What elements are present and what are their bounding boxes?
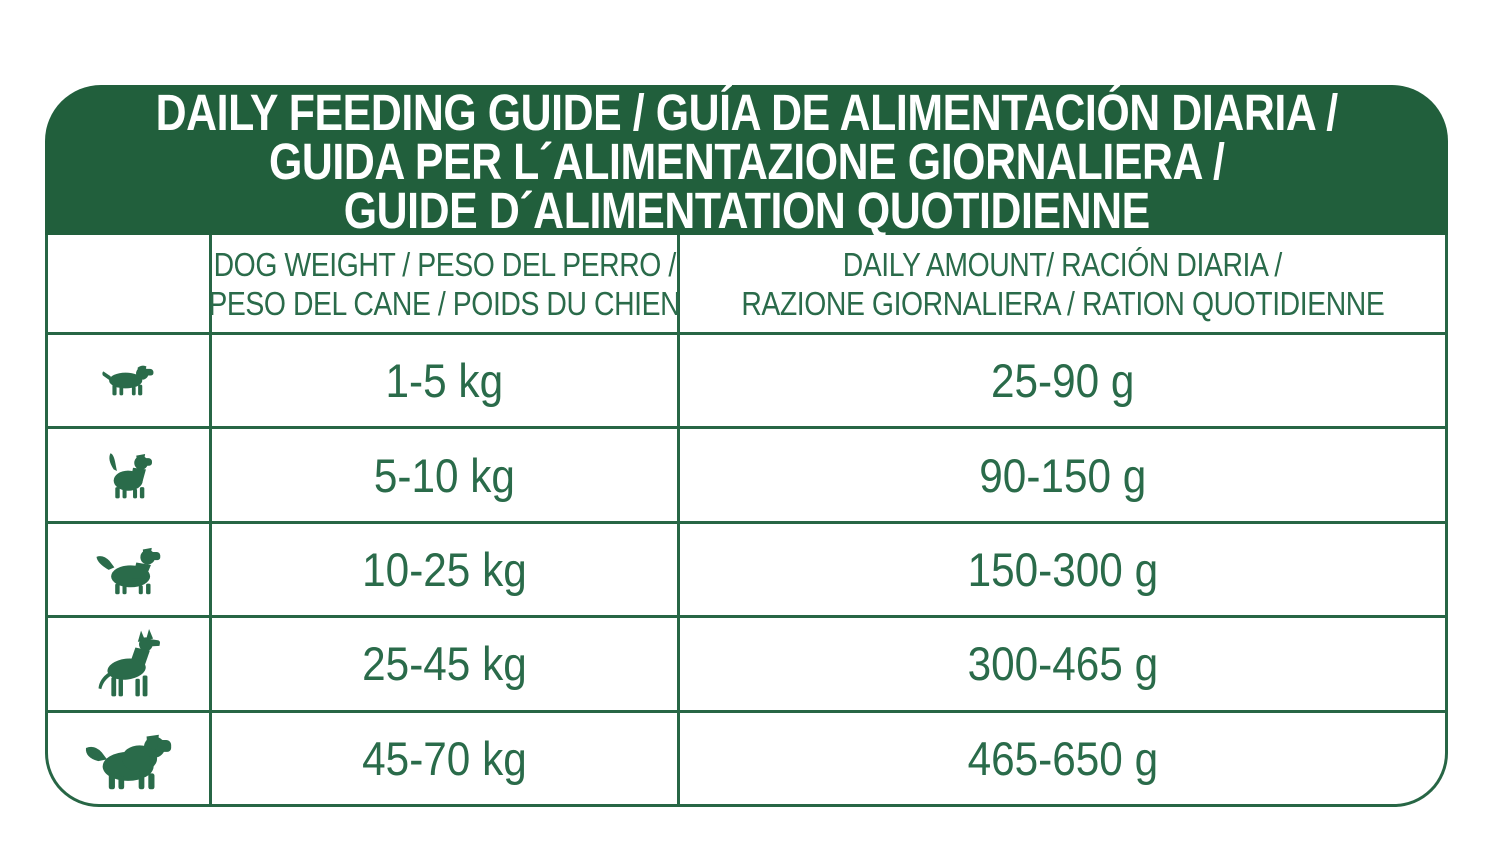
weight-value: 10-25 kg	[362, 542, 527, 596]
dog-icon-cell	[48, 332, 209, 426]
dog-icon-cell	[48, 520, 209, 615]
dog-size-2-icon	[108, 453, 152, 499]
weight-cell: 1-5 kg	[209, 332, 677, 427]
feeding-guide-panel: DAILY FEEDING GUIDE / GUÍA DE ALIMENTACI…	[45, 85, 1448, 807]
table-corner-cell	[48, 235, 209, 332]
amount-value: 300-465 g	[967, 637, 1158, 691]
amount-value: 25-90 g	[990, 354, 1135, 408]
guide-title-line-2: GUIDA PER L´ALIMENTAZIONE GIORNALIERA /	[268, 132, 1225, 190]
amount-cell: 25-90 g	[677, 332, 1445, 427]
weight-cell: 5-10 kg	[209, 426, 677, 521]
amount-value: 150-300 g	[967, 542, 1158, 596]
amount-header-line-2: RAZIONE GIORNALIERA / RATION QUOTIDIENNE	[741, 284, 1384, 322]
weight-header-line-2: PESO DEL CANE / POIDS DU CHIEN	[208, 284, 681, 322]
dog-icon-cell	[48, 615, 209, 709]
amount-column-header: DAILY AMOUNT/ RACIÓN DIARIA / RAZIONE GI…	[677, 235, 1445, 332]
weight-cell: 10-25 kg	[209, 520, 677, 616]
dog-size-1-icon	[101, 365, 153, 396]
guide-title-line-3: GUIDE D´ALIMENTATION QUOTIDIENNE	[343, 181, 1150, 239]
guide-title-banner: DAILY FEEDING GUIDE / GUÍA DE ALIMENTACI…	[45, 83, 1448, 239]
amount-cell: 90-150 g	[677, 426, 1445, 521]
weight-column-header: DOG WEIGHT / PESO DEL PERRO / PESO DEL C…	[209, 235, 681, 332]
amount-header-line-1: DAILY AMOUNT/ RACIÓN DIARIA /	[842, 245, 1283, 283]
amount-cell: 150-300 g	[677, 520, 1445, 616]
weight-cell: 25-45 kg	[209, 615, 677, 710]
amount-value: 465-650 g	[967, 731, 1158, 785]
amount-cell: 465-650 g	[677, 709, 1445, 804]
dog-size-5-icon	[85, 734, 171, 789]
amount-cell: 300-465 g	[677, 615, 1445, 710]
weight-cell: 45-70 kg	[209, 709, 677, 804]
weight-header-line-1: DOG WEIGHT / PESO DEL PERRO /	[213, 245, 676, 283]
weight-value: 25-45 kg	[362, 637, 527, 691]
dog-icon-cell	[48, 709, 209, 804]
weight-value: 5-10 kg	[373, 448, 516, 502]
dog-size-4-icon	[98, 629, 160, 697]
guide-title-line-1: DAILY FEEDING GUIDE / GUÍA DE ALIMENTACI…	[155, 83, 1338, 141]
weight-value: 1-5 kg	[385, 354, 504, 408]
amount-value: 90-150 g	[978, 448, 1146, 502]
feeding-table: DOG WEIGHT / PESO DEL PERRO / PESO DEL C…	[45, 235, 1448, 807]
dog-icon-cell	[48, 426, 209, 520]
dog-size-3-icon	[96, 548, 160, 595]
weight-value: 45-70 kg	[362, 731, 527, 785]
